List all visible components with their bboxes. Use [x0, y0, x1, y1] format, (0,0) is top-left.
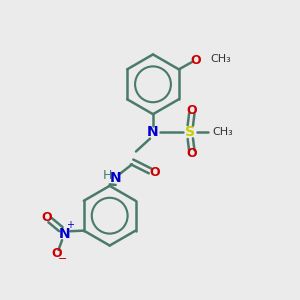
- Text: H: H: [103, 169, 112, 182]
- Text: O: O: [52, 247, 62, 260]
- Text: +: +: [66, 220, 74, 230]
- Text: S: S: [185, 125, 195, 139]
- Text: O: O: [149, 166, 160, 179]
- Text: CH₃: CH₃: [211, 54, 232, 64]
- Text: N: N: [58, 226, 70, 241]
- Text: O: O: [190, 54, 201, 67]
- Text: −: −: [58, 254, 67, 264]
- Text: CH₃: CH₃: [213, 127, 233, 137]
- Text: O: O: [41, 211, 52, 224]
- Text: O: O: [187, 104, 197, 117]
- Text: O: O: [187, 147, 197, 160]
- Text: N: N: [147, 125, 159, 139]
- Text: N: N: [110, 171, 122, 185]
